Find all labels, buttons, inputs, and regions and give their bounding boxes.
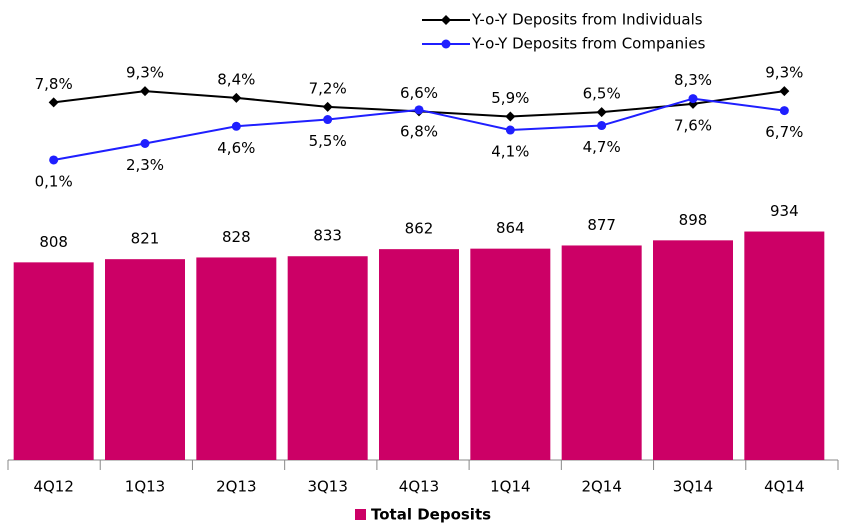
- line-value-label: 4,1%: [491, 143, 529, 161]
- x-tick-label: 4Q14: [764, 478, 804, 496]
- line-value-label: 8,3%: [674, 71, 712, 89]
- bar: [287, 256, 368, 460]
- x-tick-label: 4Q12: [33, 478, 73, 496]
- legend-swatch: [355, 509, 366, 520]
- x-tick-label: 3Q13: [307, 478, 347, 496]
- bar-value-label: 934: [770, 202, 799, 220]
- line-marker: [140, 138, 150, 148]
- line-value-label: 4,7%: [583, 138, 621, 156]
- line-value-label: 6,7%: [765, 123, 803, 141]
- line-marker: [48, 97, 59, 108]
- line-value-label: 0,1%: [35, 172, 73, 190]
- line-marker: [414, 105, 424, 115]
- line-marker: [49, 155, 59, 165]
- line-marker: [140, 86, 150, 97]
- bar: [379, 249, 459, 460]
- bar: [13, 262, 94, 460]
- line-marker: [779, 86, 790, 97]
- bar: [470, 248, 551, 460]
- bar: [653, 240, 733, 460]
- legend-marker: [441, 15, 451, 25]
- x-tick-label: 2Q14: [581, 478, 621, 496]
- line-marker: [596, 107, 607, 118]
- x-tick-label: 1Q13: [125, 478, 165, 496]
- bar: [196, 257, 277, 460]
- legend-label: Total Deposits: [371, 506, 491, 524]
- bar-value-label: 898: [679, 211, 708, 229]
- line-value-label: 5,9%: [491, 89, 529, 107]
- line-marker: [505, 111, 516, 122]
- line-marker: [231, 121, 241, 131]
- line-value-label: 7,6%: [674, 116, 712, 134]
- line-value-label: 6,6%: [400, 84, 438, 102]
- line-value-label: 7,2%: [309, 79, 347, 97]
- bar: [744, 231, 825, 460]
- bar-value-label: 877: [587, 216, 616, 234]
- bar-value-label: 821: [131, 230, 160, 248]
- bar-value-label: 833: [313, 227, 342, 245]
- line-value-label: 9,3%: [765, 64, 803, 82]
- line-marker: [779, 106, 789, 116]
- line-value-label: 2,3%: [126, 156, 164, 174]
- x-tick-label: 3Q14: [673, 478, 713, 496]
- line-value-label: 8,4%: [217, 70, 255, 88]
- line-marker: [231, 92, 242, 103]
- legend-label: Y-o-Y Deposits from Companies: [471, 35, 706, 53]
- line-marker: [505, 125, 515, 135]
- x-tick-label: 4Q13: [399, 478, 439, 496]
- bar: [105, 259, 185, 460]
- line-value-label: 7,8%: [35, 75, 73, 93]
- x-tick-label: 2Q13: [216, 478, 256, 496]
- bar-value-label: 828: [222, 228, 251, 246]
- legend-label: Y-o-Y Deposits from Individuals: [471, 11, 703, 29]
- line-marker: [322, 101, 333, 112]
- line-marker: [688, 94, 698, 104]
- legend-marker: [441, 39, 451, 49]
- bar-value-label: 864: [496, 219, 525, 237]
- line-value-label: 4,6%: [217, 139, 255, 157]
- line-marker: [597, 121, 607, 131]
- x-tick-label: 1Q14: [490, 478, 530, 496]
- bar: [561, 245, 642, 460]
- line-value-label: 6,8%: [400, 122, 438, 140]
- line-value-label: 5,5%: [309, 132, 347, 150]
- line-marker: [323, 115, 333, 125]
- line-value-label: 6,5%: [583, 85, 621, 103]
- bar-value-label: 808: [39, 233, 68, 251]
- line-value-label: 9,3%: [126, 64, 164, 82]
- bar-value-label: 862: [405, 220, 434, 238]
